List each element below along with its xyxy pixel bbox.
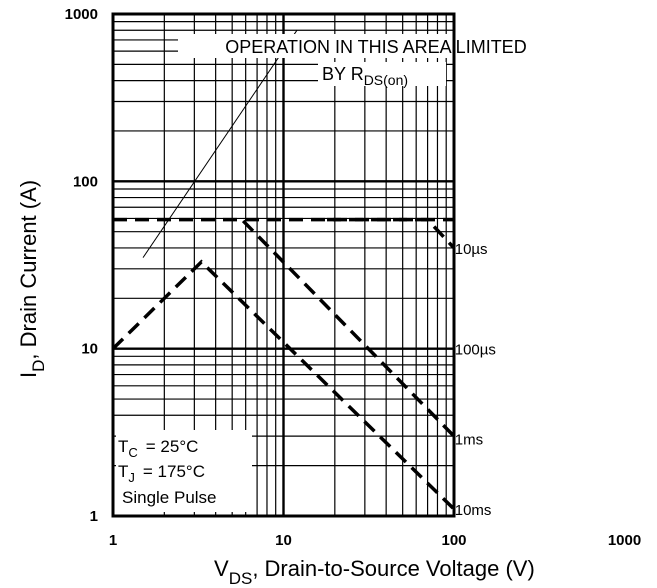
series-line-10ms <box>111 259 456 511</box>
series-layer <box>111 217 456 511</box>
curve-label-10ms: 10ms <box>455 502 492 519</box>
tc-subscript: C <box>128 445 137 460</box>
series-line-1ms <box>241 219 456 438</box>
y-tick-label: 10 <box>81 341 98 358</box>
x-tick-label: 1000 <box>608 532 641 549</box>
y-axis-title-main: I <box>16 372 41 378</box>
tc-value: = 25°C <box>146 437 199 456</box>
curve-labels: 10µs 100µs 1ms 10ms <box>453 240 503 519</box>
curve-label-background <box>453 341 503 358</box>
y-tick-label: 1000 <box>65 6 98 23</box>
annotation-line2-main: BY R <box>322 64 364 84</box>
y-axis-title-sub: D <box>29 360 48 372</box>
y-tick-label: 1 <box>90 508 98 525</box>
tc-condition: TC = 25°C <box>118 437 198 460</box>
annotation-pointer-line <box>142 29 298 258</box>
y-axis-title-rest: , Drain Current (A) <box>16 180 41 360</box>
annotation-line2: BY RDS(on) <box>322 64 408 88</box>
series-line-100µs <box>327 217 456 250</box>
curve-label-background <box>453 240 494 257</box>
curve-label-1ms: 1ms <box>455 432 483 449</box>
x-axis-title-main: V <box>214 556 229 581</box>
y-axis-title: ID, Drain Current (A) <box>16 180 48 378</box>
annotation-line2-sub: DS(on) <box>364 72 408 88</box>
curve-label-10µs: 10µs <box>455 241 488 258</box>
x-tick-label: 10 <box>275 532 292 549</box>
annotation-line1: OPERATION IN THIS AREA LIMITED <box>225 37 526 57</box>
tj-value: = 175°C <box>143 462 205 481</box>
x-axis-title-rest: , Drain-to-Source Voltage (V) <box>252 556 534 581</box>
x-axis-title: VDS, Drain-to-Source Voltage (V) <box>214 556 535 588</box>
tj-condition: TJ = 175°C <box>118 462 205 485</box>
annotation-background <box>318 62 446 86</box>
plot-frame <box>111 12 456 518</box>
y-tick-label: 100 <box>73 173 98 190</box>
curve-label-background <box>453 502 494 519</box>
curve-label-background <box>453 431 485 448</box>
pulse-condition: Single Pulse <box>122 488 217 507</box>
x-axis-title-sub: DS <box>229 569 253 588</box>
x-tick-label: 100 <box>441 532 466 549</box>
grid <box>111 14 454 518</box>
curve-label-100µs: 100µs <box>455 342 496 359</box>
annotation-background <box>178 34 574 58</box>
x-tick-label: 1 <box>109 532 117 549</box>
tick-labels: 1 10 100 1000 1 10 100 1000 <box>65 6 642 549</box>
tc-label: T <box>118 437 128 456</box>
tj-subscript: J <box>128 470 135 485</box>
conditions-background <box>116 430 252 512</box>
tj-label: T <box>118 462 128 481</box>
